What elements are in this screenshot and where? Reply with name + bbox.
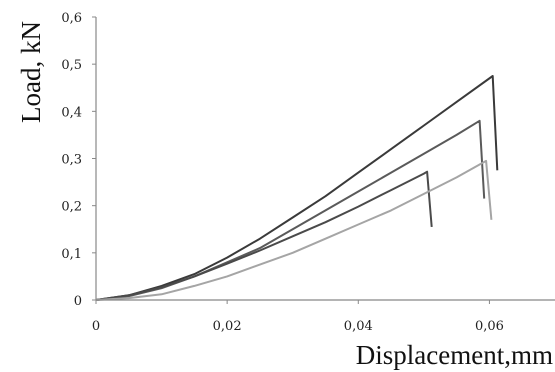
series-line-2 xyxy=(95,119,486,301)
x-axis-title: Displacement,mm xyxy=(356,340,553,370)
y-tick-label: 0,2 xyxy=(61,200,82,215)
series-line-3 xyxy=(95,170,433,301)
x-tick-label: 0,02 xyxy=(213,319,242,334)
y-axis-ticks: 0 0,1 0,2 0,3 0,4 0,5 0,6 xyxy=(61,11,96,309)
y-axis-title: Load, kN xyxy=(16,21,46,123)
x-axis-ticks: 0 0,02 0,04 0,06 xyxy=(92,300,504,334)
y-tick-label: 0,5 xyxy=(61,58,82,73)
axes-layer xyxy=(95,17,555,301)
y-tick-label: 0,3 xyxy=(61,153,82,168)
y-tick-label: 0,4 xyxy=(61,105,82,120)
y-tick-label: 0 xyxy=(74,294,82,309)
series-line-4 xyxy=(95,159,493,301)
y-tick-label: 0,1 xyxy=(61,247,82,262)
y-tick-label: 0,6 xyxy=(61,11,82,26)
x-tick-label: 0,06 xyxy=(475,319,504,334)
x-tick-label: 0 xyxy=(92,319,100,334)
series-line-1 xyxy=(95,75,499,301)
x-tick-label: 0,04 xyxy=(344,319,373,334)
series-layer xyxy=(95,75,499,301)
